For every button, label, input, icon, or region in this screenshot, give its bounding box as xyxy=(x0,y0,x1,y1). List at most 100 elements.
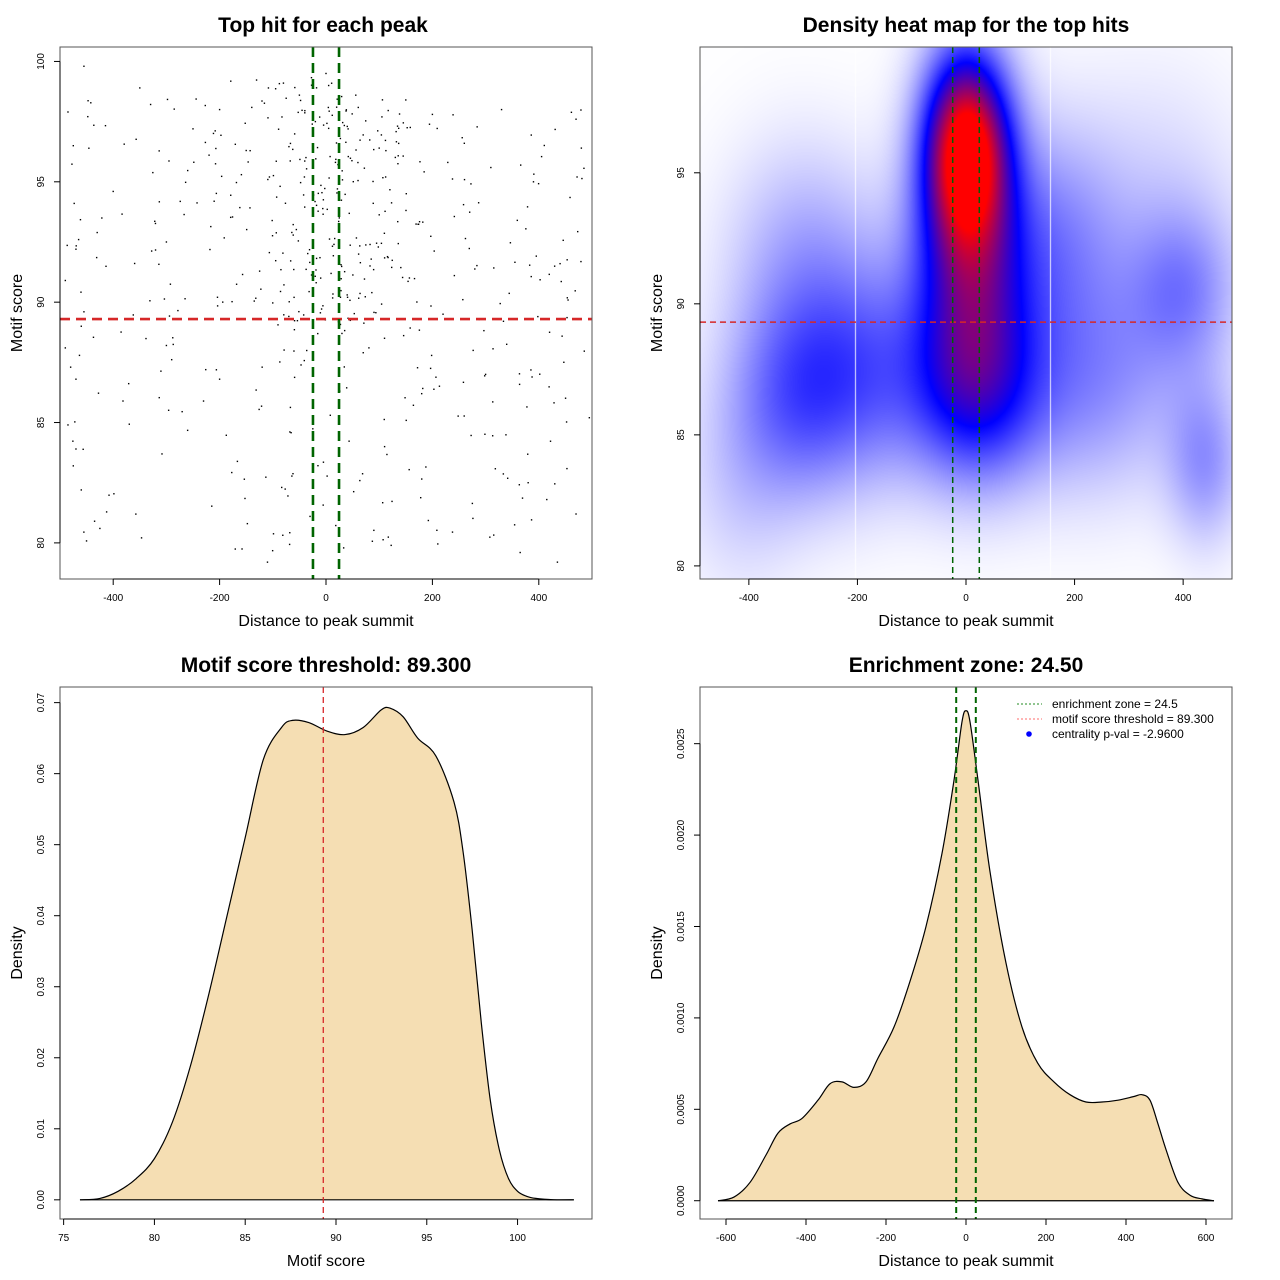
scatter-point xyxy=(299,181,302,184)
scatter-point xyxy=(192,128,194,130)
scatter-point xyxy=(160,370,162,372)
scatter-point xyxy=(309,515,311,518)
scatter-point xyxy=(234,548,236,550)
scatter-point xyxy=(303,176,306,178)
scatter-point xyxy=(321,191,323,194)
scatter-point xyxy=(204,141,207,144)
scatter-point xyxy=(489,536,491,538)
scatter-point xyxy=(277,324,279,326)
scatter-point xyxy=(282,82,285,84)
scatter-point xyxy=(289,406,292,409)
scatter-point xyxy=(430,305,432,307)
scatter-point xyxy=(527,453,529,455)
scatter-point xyxy=(220,134,222,136)
scatter-point xyxy=(212,132,215,135)
scatter-point xyxy=(205,368,207,371)
scatter-point xyxy=(78,354,81,357)
scatter-point xyxy=(343,270,346,273)
scatter-point xyxy=(317,210,319,212)
scatter-point xyxy=(172,343,174,346)
scatter-point xyxy=(168,160,170,162)
scatter-point xyxy=(493,534,495,536)
scatter-point xyxy=(216,296,219,298)
x-tick-label: -400 xyxy=(739,593,759,604)
scatter-point xyxy=(132,314,134,316)
heatmap-canvas-wrapper xyxy=(700,47,1232,579)
scatter-point xyxy=(303,359,305,362)
density-fill xyxy=(79,707,574,1200)
scatter-point xyxy=(302,314,305,316)
scatter-point xyxy=(368,347,370,349)
y-tick-label: 95 xyxy=(36,176,47,188)
x-tick-label: -400 xyxy=(103,593,123,604)
scatter-point xyxy=(560,280,562,283)
scatter-point xyxy=(317,464,319,467)
scatter-point xyxy=(235,181,238,184)
legend-enrichment-label: enrichment zone = 24.5 xyxy=(1052,697,1178,711)
scatter-point xyxy=(382,177,384,179)
scatter-point xyxy=(472,517,474,520)
scatter-point xyxy=(462,298,464,301)
scatter-point xyxy=(247,161,249,163)
scatter-point xyxy=(326,208,328,211)
scatter-point xyxy=(397,242,399,245)
legend-threshold-label: motif score threshold = 89.300 xyxy=(1052,712,1214,726)
x-tick-label: 85 xyxy=(240,1233,252,1244)
scatter-point xyxy=(535,255,537,257)
scatter-point xyxy=(451,178,454,180)
scatter-point xyxy=(261,366,263,368)
scatter-point xyxy=(402,155,404,157)
scatter-point xyxy=(69,366,72,368)
scatter-point xyxy=(565,421,568,423)
scatter-point xyxy=(271,549,274,552)
scatter-title: Top hit for each peak xyxy=(218,14,428,37)
scatter-point xyxy=(406,127,408,129)
scatter-point xyxy=(329,155,331,158)
scatter-point xyxy=(563,361,565,363)
scatter-point xyxy=(315,204,318,207)
scatter-point xyxy=(67,424,69,426)
scatter-point xyxy=(518,383,521,386)
scatter-point xyxy=(526,206,529,208)
scatter-point xyxy=(384,139,387,142)
scatter-point xyxy=(322,207,324,210)
scatter-point xyxy=(140,537,143,539)
x-tick-label: 100 xyxy=(509,1233,526,1244)
distance-density-x-label: Distance to peak summit xyxy=(878,1253,1054,1270)
scatter-point xyxy=(83,311,85,313)
scatter-point xyxy=(64,279,67,282)
scatter-point xyxy=(457,415,459,417)
scatter-point xyxy=(493,267,495,269)
scatter-point xyxy=(346,294,348,296)
scatter-point xyxy=(583,167,585,170)
scatter-point xyxy=(293,376,296,379)
scatter-point xyxy=(173,108,175,110)
scatter-point xyxy=(292,223,294,226)
scatter-point xyxy=(231,216,234,218)
scatter-point xyxy=(345,110,347,112)
scatter-point xyxy=(271,219,273,222)
scatter-point xyxy=(320,184,322,187)
scatter-point xyxy=(215,369,218,371)
scatter-point xyxy=(275,232,277,234)
scatter-point xyxy=(433,250,435,252)
scatter-point xyxy=(462,203,465,206)
scatter-point xyxy=(290,431,292,434)
scatter-point xyxy=(502,473,505,475)
scatter-point xyxy=(299,99,302,102)
scatter-point xyxy=(186,169,189,172)
scatter-point xyxy=(305,156,307,159)
scatter-point xyxy=(363,278,366,280)
scatter-point xyxy=(462,381,465,384)
scatter-point xyxy=(581,177,583,180)
scatter-point xyxy=(404,397,406,399)
scatter-point xyxy=(348,212,350,215)
scatter-point xyxy=(139,87,141,89)
scatter-point xyxy=(548,273,550,276)
scatter-point xyxy=(336,188,339,190)
scatter-point xyxy=(396,125,399,127)
scatter-point xyxy=(215,147,217,150)
scatter-point xyxy=(505,434,507,436)
scatter-point xyxy=(310,76,313,79)
scatter-point xyxy=(281,116,283,118)
